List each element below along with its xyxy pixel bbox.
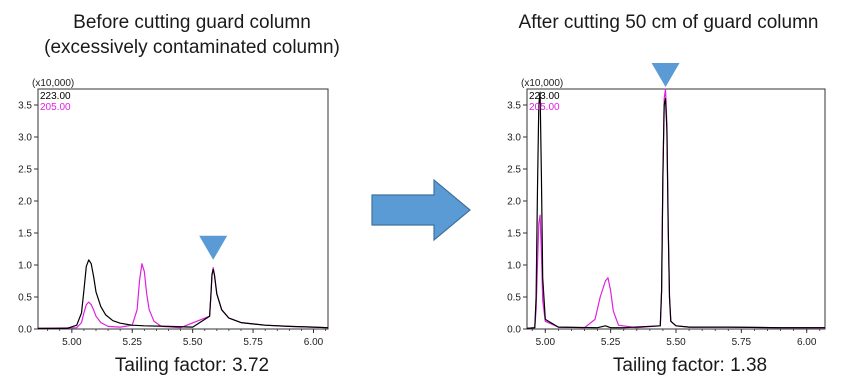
peak-marker: [199, 235, 228, 260]
y-multiplier-label: (x10,000): [521, 78, 563, 89]
y-tick-label: 0.0: [18, 325, 32, 336]
series-line-223-00: [526, 91, 825, 329]
series-line-205-00: [37, 263, 329, 329]
plot-frame: [37, 88, 329, 330]
y-tick-label: 3.5: [18, 101, 32, 112]
x-tick-label: 5.00: [62, 337, 82, 348]
y-tick-label: 0.0: [507, 325, 521, 336]
y-tick-label: 2.5: [507, 165, 521, 176]
left-chart-title-line2: (excessively contaminated column): [44, 37, 340, 58]
x-tick-label: 5.75: [732, 337, 752, 348]
x-tick-label: 5.25: [123, 337, 143, 348]
x-tick-label: 6.00: [797, 337, 817, 348]
series-line-223-00: [38, 259, 329, 329]
legend-entry-223-00: 223.00: [40, 91, 71, 102]
y-tick-label: 2.5: [18, 165, 32, 176]
legend-entry-205-00: 205.00: [40, 102, 71, 113]
x-tick-label: 6.00: [304, 337, 324, 348]
series-line-205-00: [526, 88, 825, 329]
y-tick-label: 0.5: [507, 293, 521, 304]
y-tick-label: 1.5: [18, 229, 32, 240]
x-tick-label: 5.50: [666, 337, 686, 348]
x-tick-label: 5.00: [536, 337, 556, 348]
x-tick-label: 5.25: [601, 337, 621, 348]
y-tick-label: 2.0: [507, 197, 521, 208]
y-tick-label: 3.0: [507, 133, 521, 144]
y-tick-label: 1.0: [18, 261, 32, 272]
left-chart-title-line1: Before cutting guard column: [73, 12, 311, 33]
y-tick-label: 1.5: [507, 229, 521, 240]
chromatogram-after: 0.0 0.5 1.0 1.5 2.0 2.5 3.0 3.5 5.00 5.25 5.50 5.75…: [507, 63, 826, 348]
right-chart-title: After cutting 50 cm of guard column: [518, 12, 819, 33]
transition-arrow: [371, 178, 471, 242]
y-tick-label: 1.0: [507, 261, 521, 272]
y-multiplier-label: (x10,000): [32, 78, 74, 89]
peak-marker: [651, 63, 680, 87]
y-tick-label: 3.0: [18, 133, 32, 144]
right-tailing-factor: Tailing factor: 1.38: [612, 355, 768, 376]
left-chart-title: Before cutting guard column (excessively…: [6, 10, 378, 60]
y-tick-label: 2.0: [18, 197, 32, 208]
x-tick-label: 5.50: [183, 337, 203, 348]
legend-entry-223-00: 223.00: [529, 91, 560, 102]
left-tailing-factor: Tailing factor: 3.72: [114, 355, 270, 376]
chromatogram-before: 0.0 0.5 1.0 1.5 2.0 2.5 3.0 3.5 5.00 5.25 5.50 5.75…: [18, 78, 329, 348]
y-tick-label: 0.5: [18, 293, 32, 304]
plot-frame: [526, 88, 826, 330]
legend-entry-205-00: 205.00: [529, 102, 560, 113]
x-tick-label: 5.75: [243, 337, 263, 348]
y-tick-label: 3.5: [507, 101, 521, 112]
